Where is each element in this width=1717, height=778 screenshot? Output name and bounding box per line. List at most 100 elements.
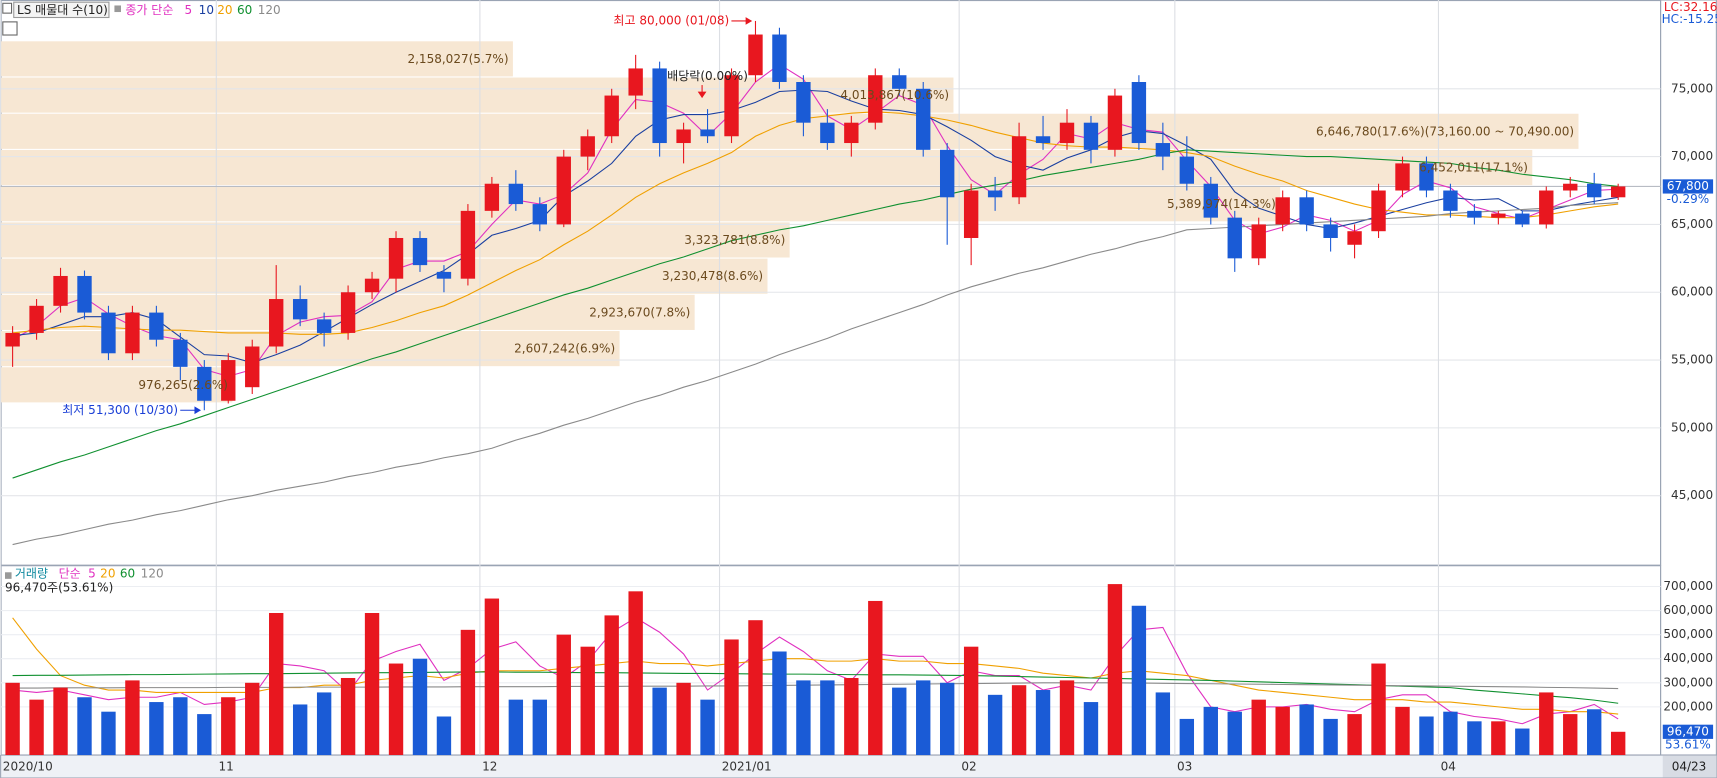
annotation: 배당락(0.00%) (667, 69, 748, 83)
volume-summary: 96,470주(53.61%) (5, 581, 113, 595)
candle-body (724, 75, 739, 137)
profile-label: 976,265(2.6%) (138, 378, 228, 392)
candle-body (364, 278, 380, 293)
volume-bar (724, 639, 739, 756)
x-tick-label: 03 (1177, 760, 1192, 774)
candle-body (1419, 163, 1434, 191)
volume-tick-label: 500,000 (1663, 627, 1713, 641)
y-tick-label: 65,000 (1671, 217, 1713, 231)
candle-body (245, 346, 260, 388)
legend-entry: 60 (120, 566, 135, 580)
candle-body (772, 34, 787, 83)
candle-body (1610, 186, 1626, 198)
volume-bar (820, 680, 835, 756)
annotation-arrowhead (745, 17, 753, 25)
cursor-date-box (1662, 755, 1717, 778)
volume-bar (1347, 714, 1362, 756)
y-tick-label: 55,000 (1671, 353, 1713, 367)
candle-body (53, 275, 68, 306)
candle-body (1059, 122, 1075, 144)
legend-entry: 10 (199, 3, 214, 17)
volume-tick-label: 300,000 (1663, 675, 1713, 689)
x-tick-label: 04 (1441, 760, 1456, 774)
candle-body (508, 183, 524, 205)
volume-bar (652, 687, 667, 756)
candle-body (1155, 143, 1171, 157)
candle-body (844, 122, 859, 144)
profile-label: 6,646,780(17.6%)(73,160.00 ~ 70,490.00) (1316, 124, 1574, 138)
ma-line (12, 89, 1619, 364)
price-box (1662, 179, 1714, 194)
volume-bar (532, 699, 547, 756)
legend-entry: 5 (88, 566, 96, 580)
volume-bar (1155, 692, 1171, 756)
volume-tick-label: 600,000 (1663, 603, 1713, 617)
y-tick-label: 50,000 (1671, 420, 1713, 434)
candle-body (652, 68, 667, 144)
candle-body (1563, 183, 1578, 191)
volume-bar (1419, 716, 1434, 756)
candle-body (316, 319, 332, 333)
profile-label: 2,607,242(6.9%) (514, 342, 615, 356)
candle-body (1587, 183, 1602, 198)
volume-tick-label: 200,000 (1663, 699, 1713, 713)
volume-bar (1299, 704, 1314, 756)
volume-bar (412, 658, 428, 756)
volume-bar (173, 697, 188, 756)
volume-box (1662, 724, 1714, 739)
profile-label: 3,230,478(8.6%) (662, 269, 763, 283)
y-tick-label: 75,000 (1671, 81, 1713, 95)
candle-body (1395, 163, 1410, 191)
candle-body (1083, 122, 1099, 150)
candle-body (460, 210, 476, 279)
y-tick-label: 45,000 (1671, 488, 1713, 502)
cursor-date: 04/23 (1672, 760, 1707, 774)
profile-label: 3,323,781(8.8%) (684, 233, 785, 247)
volume-bar (508, 699, 524, 756)
grid-icon[interactable] (2, 21, 18, 36)
candle-body (939, 149, 955, 198)
volume-bar (5, 682, 20, 756)
candle-body (987, 190, 1003, 198)
x-tick-label: 02 (961, 760, 976, 774)
profile-band (0, 113, 1579, 149)
candle-body (221, 360, 236, 401)
profile-label: 4,013,867(10.6%) (840, 88, 949, 102)
volume-bar (29, 699, 44, 756)
candle-body (868, 75, 883, 123)
volume-bar (1323, 718, 1338, 756)
candle-body (700, 129, 715, 137)
volume-box-label: 96,470 (1667, 724, 1709, 738)
volume-bar (796, 680, 811, 756)
volume-bar (1227, 711, 1242, 756)
volume-bar (1275, 706, 1290, 756)
indicator-box[interactable] (13, 1, 110, 19)
profile-band (0, 367, 233, 403)
legend-entry: 5 (184, 3, 192, 17)
candle-body (436, 271, 452, 279)
volume-bar (963, 646, 979, 756)
volume-bar (628, 591, 643, 756)
volume-bar (1563, 714, 1578, 756)
profile-label: 6,452,011(17.1%) (1419, 161, 1528, 175)
volume-bar (77, 697, 92, 756)
legend-square (4, 572, 12, 579)
y-tick-label: 60,000 (1671, 285, 1713, 299)
lc-label: LC:32.16 (1664, 0, 1717, 14)
profile-label: 2,923,670(7.8%) (589, 305, 690, 319)
annotation-arrowhead (194, 406, 202, 415)
candle-body (676, 129, 691, 144)
candle-body (197, 366, 212, 401)
candle-body (269, 299, 284, 347)
volume-bar (1539, 692, 1554, 756)
volume-bar (1610, 731, 1626, 756)
volume-share: 53.61% (1665, 737, 1711, 751)
volume-bar (580, 646, 595, 756)
volume-bar (1179, 718, 1195, 756)
ma-label: 종가 단순 (125, 3, 173, 17)
volume-bar (1467, 721, 1482, 756)
candle-body (1371, 190, 1386, 232)
menu-icon[interactable] (2, 2, 13, 14)
volume-bar (939, 682, 955, 756)
candle-body (1347, 231, 1362, 245)
